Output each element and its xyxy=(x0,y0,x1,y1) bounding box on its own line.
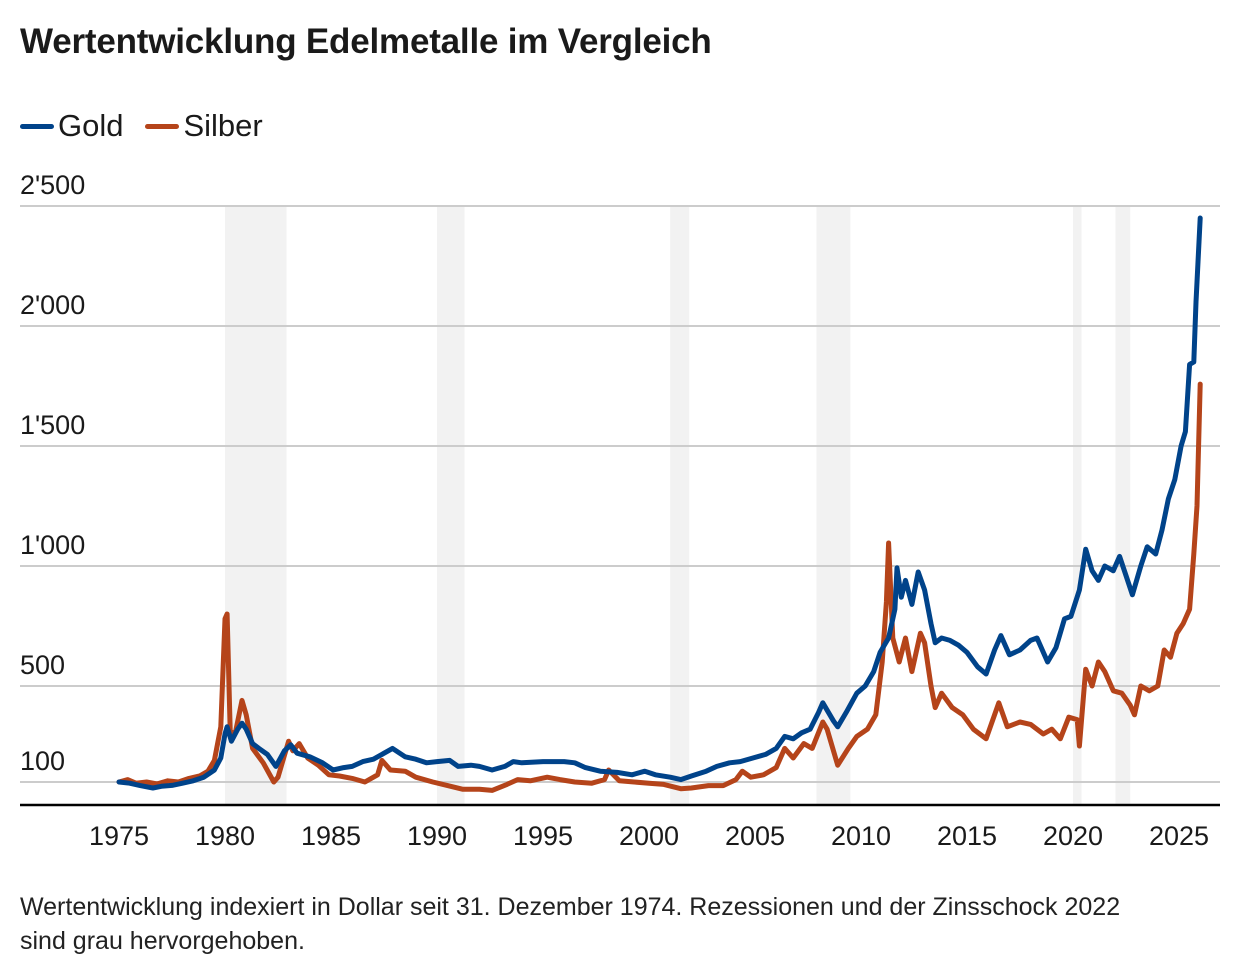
legend-swatch-gold xyxy=(20,123,54,129)
legend-swatch-silber xyxy=(145,123,180,129)
shaded-period-zinsschock-5 xyxy=(1115,206,1131,806)
footnote: Wertentwicklung indexiert in Dollar seit… xyxy=(20,893,1121,955)
shaded-period-rezession-4 xyxy=(1073,206,1082,806)
x-tick-label-2025: 2025 xyxy=(1149,821,1209,851)
x-tick-label-1985: 1985 xyxy=(301,821,361,851)
x-tick-label-1975: 1975 xyxy=(89,821,149,851)
legend-label-silber: Silber xyxy=(183,108,263,143)
x-tick-label-1995: 1995 xyxy=(513,821,573,851)
y-tick-label-2000: 2'000 xyxy=(20,290,85,320)
x-tick-label-1980: 1980 xyxy=(195,821,255,851)
y-tick-label-1500: 1'500 xyxy=(20,410,85,440)
shaded-period-rezession-1 xyxy=(437,206,465,806)
y-axis-ticks: 100 500 1'000 1'500 2'000 2'500 xyxy=(20,170,85,776)
series-line-silber xyxy=(116,381,1203,793)
x-tick-label-2010: 2010 xyxy=(831,821,891,851)
x-axis-ticks: 1975 1980 1985 1990 1995 2000 2005 2010 2015 2020… xyxy=(89,821,1209,851)
shaded-period-rezession-2 xyxy=(670,206,690,806)
shaded-periods xyxy=(225,206,1131,806)
x-tick-label-2020: 2020 xyxy=(1043,821,1103,851)
gridlines xyxy=(20,205,1220,783)
y-tick-label-2500: 2'500 xyxy=(20,170,85,200)
x-tick-label-1990: 1990 xyxy=(407,821,467,851)
x-tick-label-2000: 2000 xyxy=(619,821,679,851)
series-lines xyxy=(116,215,1203,793)
legend: Gold Silber xyxy=(20,108,263,144)
y-tick-label-1000: 1'000 xyxy=(20,530,85,560)
x-tick-label-2015: 2015 xyxy=(937,821,997,851)
legend-label-gold: Gold xyxy=(58,108,124,143)
legend-item-gold[interactable]: Gold xyxy=(20,108,123,144)
y-tick-label-100: 100 xyxy=(20,746,65,776)
series-line-gold xyxy=(116,215,1203,791)
x-tick-label-2005: 2005 xyxy=(725,821,785,851)
chart-title: Wertentwicklung Edelmetalle im Vergleich xyxy=(20,22,712,61)
legend-item-silber[interactable]: Silber xyxy=(145,108,263,144)
y-tick-label-500: 500 xyxy=(20,650,65,680)
shaded-period-rezession-0 xyxy=(225,206,287,806)
